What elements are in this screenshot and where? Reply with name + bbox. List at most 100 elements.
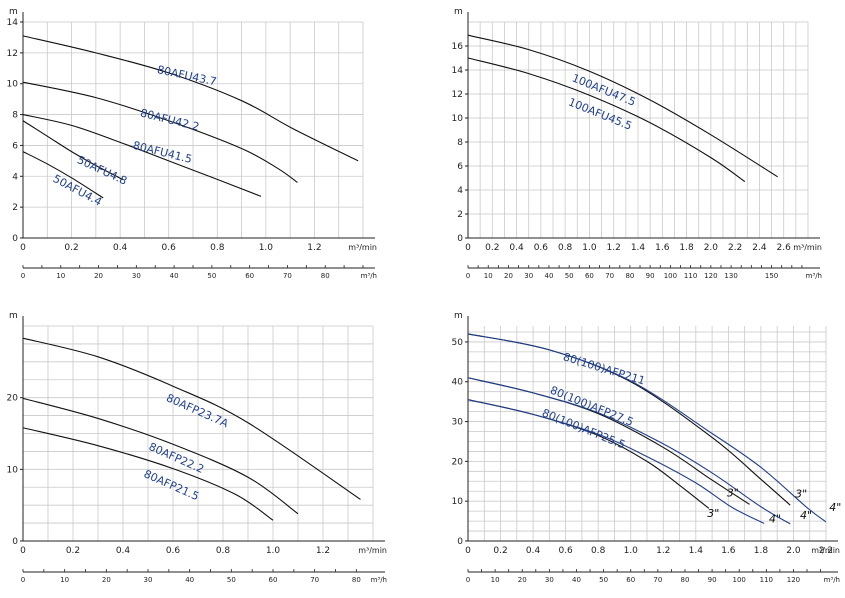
y-tick-label: 4	[12, 172, 18, 182]
x2-tick-label: 0	[21, 272, 25, 280]
x2-tick-label: 90	[646, 272, 655, 280]
x2-axis-label: m³/h	[361, 272, 377, 280]
x-tick-label: 0.8	[558, 243, 573, 253]
x-tick-label: 1.6	[655, 243, 670, 253]
series-line	[22, 151, 104, 199]
x2-tick-label: 0	[21, 576, 25, 584]
y-tick-label: 40	[452, 378, 464, 388]
x2-tick-label: 10	[60, 576, 69, 584]
x-tick-label: 0	[20, 546, 26, 556]
pipe-size-label: 4"	[769, 513, 781, 526]
x-tick-label: 0.8	[210, 243, 225, 253]
series-line	[22, 427, 274, 521]
series-line	[22, 114, 262, 197]
y-tick-label: 10	[7, 80, 19, 90]
x-tick-label: 0.6	[534, 243, 549, 253]
y-tick-label: 50	[452, 338, 464, 348]
x-tick-label: 0.4	[526, 546, 541, 556]
chart-panel-4: 0 10 20 30 40 50 m 0 0.2 0.4 0.6 0.8 1.0 1.2 1.4 1.6 1.8…	[452, 311, 842, 584]
y-tick-label: 12	[452, 90, 463, 100]
x2-axis-label: m³/h	[371, 576, 387, 584]
x2-tick-label: 20	[518, 576, 527, 584]
x-tick-label: 1.0	[624, 546, 639, 556]
x2-tick-label: 100	[733, 576, 746, 584]
x2-tick-label: 30	[524, 272, 533, 280]
x-tick-label: 0	[465, 546, 471, 556]
series-line	[467, 34, 778, 178]
x-axis-label: m³/min	[811, 546, 840, 555]
y-tick-label: 0	[457, 537, 463, 547]
x-tick-label: 1.6	[721, 546, 736, 556]
series-line	[22, 120, 123, 180]
x-axis-label: m³/min	[348, 243, 377, 252]
x2-tick-label: 50	[565, 272, 574, 280]
x-tick-label: 1.4	[631, 243, 646, 253]
x-tick-label: 0.6	[558, 546, 573, 556]
y-tick-label: 8	[457, 138, 463, 148]
series-line	[467, 377, 791, 525]
x-tick-label: 0.2	[66, 546, 80, 556]
series-line	[467, 333, 827, 523]
x-tick-label: 2.0	[704, 243, 719, 253]
x2-tick-label: 40	[185, 576, 194, 584]
y-axis-label: m	[454, 311, 463, 321]
y-tick-label: 16	[452, 42, 464, 52]
y-tick-label: 0	[457, 234, 463, 244]
x2-tick-label: 30	[132, 272, 141, 280]
x2-axis-label: m³/h	[824, 576, 840, 584]
x2-tick-label: 130	[724, 272, 737, 280]
pipe-size-label: 4"	[800, 509, 812, 522]
chart-panel-3: 0 10 20 m 0 0.2 0.4 0.6 0.8 1.0 1.2 m³/min 0 10 20 30 40…	[7, 311, 387, 584]
x-tick-label: 1.0	[582, 243, 597, 253]
x2-tick-label: 40	[170, 272, 179, 280]
x-tick-label: 1.8	[754, 546, 769, 556]
x-axis-label: m³/min	[793, 243, 822, 252]
x2-tick-label: 110	[760, 576, 773, 584]
x2-tick-label: 70	[310, 576, 319, 584]
x-tick-label: 2.2	[819, 546, 833, 556]
x2-tick-label: 70	[653, 576, 662, 584]
x-tick-label: 1.2	[316, 546, 330, 556]
x-tick-label: 2.4	[752, 243, 767, 253]
x-tick-label: 1.0	[259, 243, 274, 253]
y-tick-label: 20	[7, 394, 19, 404]
y-tick-label: 30	[452, 418, 464, 428]
x-tick-label: 1.2	[607, 243, 621, 253]
x-tick-label: 1.0	[266, 546, 281, 556]
x-tick-label: 0.2	[485, 243, 499, 253]
x2-tick-label: 10	[56, 272, 65, 280]
x2-tick-label: 60	[585, 272, 594, 280]
series-line	[22, 337, 361, 500]
x-tick-label: 0	[20, 243, 26, 253]
x2-tick-label: 100	[664, 272, 677, 280]
x2-tick-label: 70	[283, 272, 292, 280]
x2-tick-label: 20	[504, 272, 513, 280]
y-tick-label: 20	[452, 457, 464, 467]
y-axis-label: m	[9, 7, 18, 17]
x-tick-label: 0.6	[166, 546, 181, 556]
x2-tick-label: 40	[572, 576, 581, 584]
x2-tick-label: 20	[94, 272, 103, 280]
pipe-size-label: 4"	[829, 501, 841, 514]
pipe-size-label: 3"	[727, 486, 739, 499]
x-tick-label: 0.8	[591, 546, 606, 556]
curve-label: 50AFU4.8	[75, 153, 129, 187]
curve-label: 80AFU43.7	[156, 63, 218, 88]
x2-tick-label: 10	[491, 576, 500, 584]
y-tick-label: 10	[452, 497, 464, 507]
x-tick-label: 0.4	[116, 546, 131, 556]
x-tick-label: 2.2	[728, 243, 742, 253]
y-tick-label: 4	[457, 186, 463, 196]
y-tick-label: 2	[457, 210, 463, 220]
pipe-size-label: 3"	[795, 488, 807, 501]
y-tick-label: 14	[7, 18, 19, 28]
curve-label: 80AFU41.5	[132, 139, 194, 166]
y-tick-label: 12	[7, 49, 18, 59]
y-tick-label: 10	[7, 465, 19, 475]
x2-tick-label: 80	[681, 576, 690, 584]
y-tick-label: 14	[452, 66, 464, 76]
x2-tick-label: 40	[544, 272, 553, 280]
x2-tick-label: 10	[484, 272, 493, 280]
